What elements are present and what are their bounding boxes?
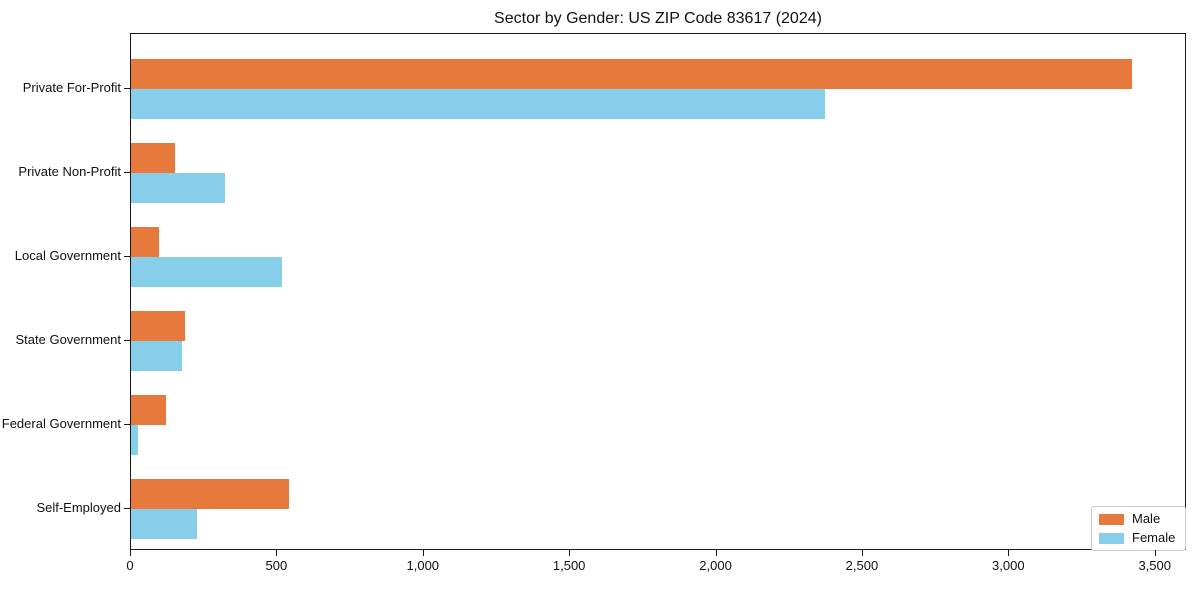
x-tick-mark-6	[1008, 550, 1010, 556]
x-tick-label-7: 3,500	[1138, 558, 1171, 573]
y-axis-label-0: Private For-Profit	[22, 80, 121, 95]
y-axis-label-1: Private Non-Profit	[18, 164, 121, 179]
y-tick-mark-2	[124, 256, 130, 257]
plot-area	[130, 33, 1186, 550]
bar-female-5	[131, 509, 197, 539]
y-axis-label-2: Local Government	[14, 248, 121, 263]
x-tick-label-2: 1,000	[406, 558, 440, 573]
legend-label-female: Female	[1132, 530, 1176, 545]
y-axis-label-3: State Government	[15, 332, 122, 347]
bar-male-0	[131, 59, 1133, 89]
y-tick-mark-5	[124, 508, 130, 509]
x-tick-label-5: 2,500	[845, 558, 879, 573]
x-tick-label-6: 3,000	[992, 558, 1025, 573]
legend: Male Female	[1091, 506, 1187, 551]
y-tick-mark-4	[124, 424, 130, 425]
bar-female-0	[131, 89, 825, 119]
y-tick-mark-1	[124, 172, 130, 173]
bar-female-4	[131, 425, 139, 455]
bar-male-3	[131, 311, 186, 341]
x-tick-label-1: 500	[265, 558, 288, 573]
x-tick-mark-1	[276, 550, 278, 556]
y-axis-label-5: Self-Employed	[36, 500, 121, 515]
bar-male-2	[131, 227, 159, 257]
bar-male-5	[131, 479, 290, 509]
bar-male-1	[131, 143, 175, 173]
x-tick-label-3: 1,500	[552, 558, 586, 573]
x-tick-mark-4	[715, 550, 717, 556]
legend-swatch-female	[1099, 532, 1124, 544]
x-tick-mark-0	[130, 550, 131, 556]
bar-female-3	[131, 341, 183, 371]
x-tick-mark-5	[861, 550, 863, 556]
y-axis-label-4: Federal Government	[1, 416, 121, 431]
x-tick-label-0: 0	[126, 558, 134, 573]
chart-title: Sector by Gender: US ZIP Code 83617 (202…	[494, 10, 822, 27]
x-tick-mark-2	[422, 550, 424, 556]
x-tick-label-4: 2,000	[699, 558, 732, 573]
y-tick-mark-0	[124, 88, 130, 89]
legend-item-male: Male	[1099, 512, 1175, 526]
legend-item-female: Female	[1099, 531, 1175, 545]
x-tick-mark-7	[1154, 550, 1156, 556]
y-tick-mark-3	[124, 340, 130, 341]
bar-male-4	[131, 395, 167, 425]
legend-label-male: Male	[1132, 511, 1161, 526]
bar-female-2	[131, 257, 282, 287]
legend-swatch-male	[1099, 513, 1124, 525]
x-tick-mark-3	[569, 550, 571, 556]
bar-female-1	[131, 173, 225, 203]
